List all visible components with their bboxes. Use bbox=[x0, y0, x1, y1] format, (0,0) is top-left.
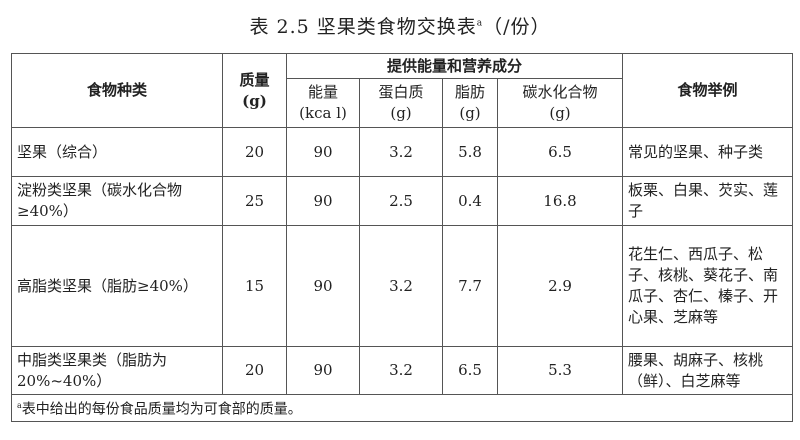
table-title: 表 2.5 坚果类食物交换表a（/份） bbox=[0, 12, 800, 39]
table-row: 中脂类坚果类（脂肪为20%~40%） 20 90 3.2 6.5 5.3 腰果、… bbox=[11, 346, 794, 395]
cell-fat: 7.7 bbox=[442, 225, 498, 347]
cell-category: 中脂类坚果类（脂肪为20%~40%） bbox=[11, 346, 223, 395]
header-fat-unit: (g) bbox=[459, 104, 481, 122]
cell-protein: 2.5 bbox=[359, 176, 443, 226]
cell-category: 坚果（综合） bbox=[11, 127, 223, 177]
cell-energy: 90 bbox=[286, 176, 360, 226]
header-energy-label: 能量 bbox=[307, 83, 338, 101]
header-protein-unit: (g) bbox=[390, 104, 412, 122]
table-row: 高脂类坚果（脂肪≥40%） 15 90 3.2 7.7 2.9 花生仁、西瓜子、… bbox=[11, 225, 794, 347]
table-row: 淀粉类坚果（碳水化合物≥40%） 25 90 2.5 0.4 16.8 板栗、白… bbox=[11, 176, 794, 226]
footnote: a表中给出的每份食品质量均为可食部的质量。 bbox=[10, 394, 794, 422]
cell-carb: 16.8 bbox=[496, 176, 624, 226]
table-row: 坚果（综合） 20 90 3.2 5.8 6.5 常见的坚果、种子类 bbox=[11, 127, 794, 177]
header-carb: 碳水化合物 (g) bbox=[496, 78, 624, 128]
cell-examples: 花生仁、西瓜子、松子、核桃、葵花子、南瓜子、杏仁、榛子、开心果、芝麻等 bbox=[622, 225, 794, 347]
header-energy: 能量 (kca l) bbox=[286, 78, 360, 128]
header-mass-label: 质量 bbox=[239, 70, 270, 89]
cell-fat: 0.4 bbox=[442, 176, 498, 226]
header-nutrients: 提供能量和营养成分 bbox=[285, 53, 624, 79]
cell-protein: 3.2 bbox=[359, 346, 443, 395]
cell-category: 淀粉类坚果（碳水化合物≥40%） bbox=[11, 176, 223, 226]
header-energy-unit: (kca l) bbox=[299, 104, 347, 122]
cell-protein: 3.2 bbox=[359, 225, 443, 347]
cell-energy: 90 bbox=[286, 127, 360, 177]
cell-mass: 20 bbox=[222, 346, 287, 395]
cell-energy: 90 bbox=[286, 346, 360, 395]
header-fat-label: 脂肪 bbox=[454, 83, 485, 101]
cell-mass: 15 bbox=[222, 225, 287, 347]
header-mass-unit: (g) bbox=[242, 91, 267, 110]
cell-mass: 25 bbox=[222, 176, 287, 226]
header-mass: 质量 (g) bbox=[222, 53, 287, 128]
cell-fat: 5.8 bbox=[442, 127, 498, 177]
title-suffix: （/份） bbox=[483, 16, 551, 38]
header-examples: 食物举例 bbox=[622, 53, 794, 128]
cell-examples: 常见的坚果、种子类 bbox=[622, 127, 794, 177]
header-carb-unit: (g) bbox=[549, 104, 571, 122]
cell-protein: 3.2 bbox=[359, 127, 443, 177]
cell-examples: 板栗、白果、芡实、莲子 bbox=[622, 176, 794, 226]
cell-category: 高脂类坚果（脂肪≥40%） bbox=[11, 225, 223, 347]
header-carb-label: 碳水化合物 bbox=[522, 83, 598, 101]
header-category: 食物种类 bbox=[11, 53, 223, 128]
header-protein: 蛋白质 (g) bbox=[359, 78, 443, 128]
cell-mass: 20 bbox=[222, 127, 287, 177]
cell-carb: 2.9 bbox=[496, 225, 624, 347]
nut-exchange-table: 食物种类 质量 (g) 提供能量和营养成分 食物举例 能量 (kca l) 蛋白质 (… bbox=[10, 53, 794, 422]
header-fat: 脂肪 (g) bbox=[442, 78, 498, 128]
cell-fat: 6.5 bbox=[442, 346, 498, 395]
title-text: 表 2.5 坚果类食物交换表 bbox=[249, 16, 477, 38]
footnote-mark: a bbox=[17, 401, 22, 410]
footnote-text: 表中给出的每份食品质量均为可食部的质量。 bbox=[21, 401, 302, 418]
cell-energy: 90 bbox=[286, 225, 360, 347]
header-protein-label: 蛋白质 bbox=[378, 83, 424, 101]
title-footnote-mark: a bbox=[476, 18, 484, 29]
footnote-row: a表中给出的每份食品质量均为可食部的质量。 bbox=[10, 394, 794, 422]
cell-carb: 6.5 bbox=[496, 127, 624, 177]
cell-carb: 5.3 bbox=[496, 346, 624, 395]
cell-examples: 腰果、胡麻子、核桃（鲜）、白芝麻等 bbox=[622, 346, 794, 395]
